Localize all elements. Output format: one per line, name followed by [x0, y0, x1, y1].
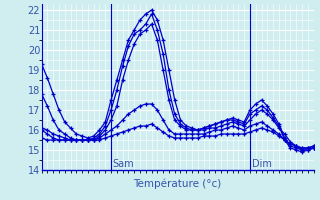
Text: Dim: Dim	[252, 159, 272, 169]
Text: Sam: Sam	[113, 159, 134, 169]
X-axis label: Température (°c): Température (°c)	[133, 179, 222, 189]
